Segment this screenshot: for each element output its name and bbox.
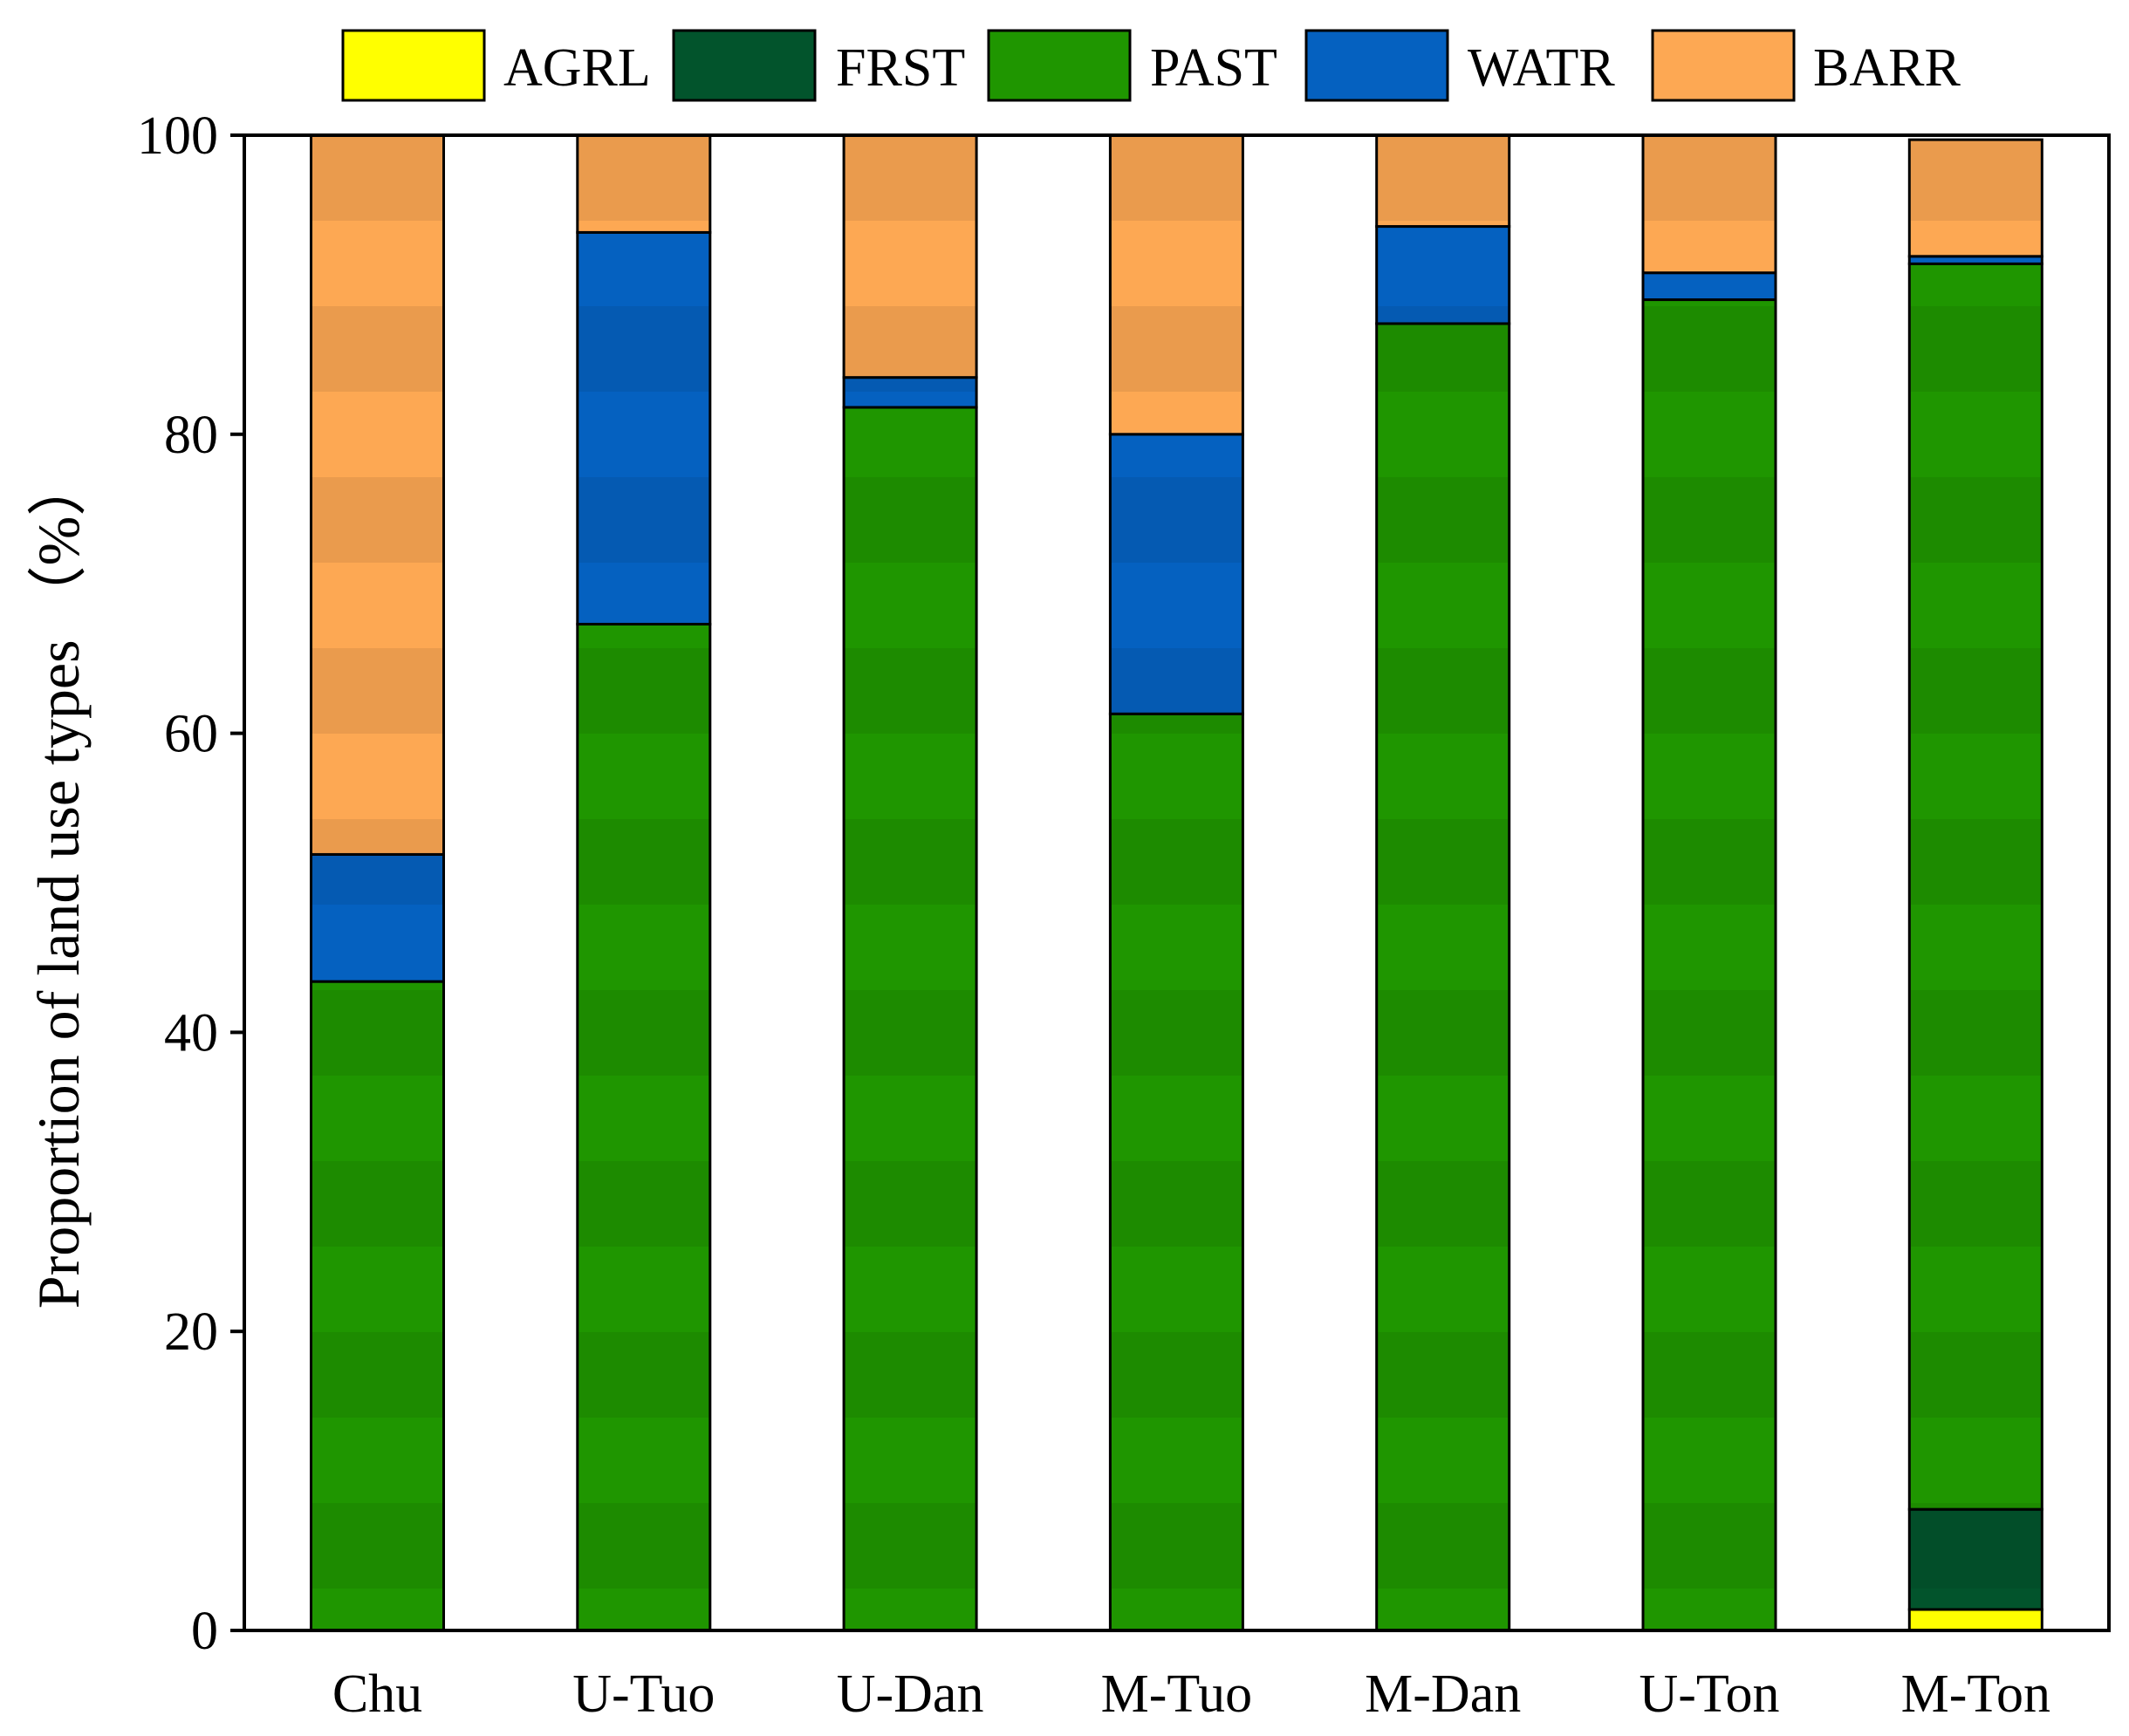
y-tick-label-80: 80: [164, 406, 218, 465]
x-tick-label-m-ton: M-Ton: [1901, 1664, 2050, 1724]
plot-frame: [243, 133, 2111, 1632]
legend: AGRL FRST PAST WATR BARR: [341, 29, 1961, 102]
legend-swatch-past: [987, 29, 1132, 102]
bar-banding-m-tuo: [1111, 136, 1242, 1630]
legend-swatch-agrl: [341, 29, 486, 102]
y-axis: 0 20 40 60 80 100: [137, 106, 244, 1661]
band-overlay: [312, 136, 2041, 1630]
x-tick-label-chu: Chu: [332, 1664, 422, 1724]
y-tick-label-60: 60: [164, 705, 218, 764]
legend-swatch-frst: [672, 29, 817, 102]
y-tick-label-40: 40: [164, 1003, 218, 1063]
y-axis-title: Proportion of land use types （%）: [25, 457, 92, 1309]
bar-banding-u-tuo: [578, 136, 709, 1630]
legend-label-watr: WATR: [1468, 38, 1615, 98]
x-tick-label-u-ton: U-Ton: [1640, 1664, 1780, 1724]
legend-label-frst: FRST: [836, 38, 965, 98]
y-tick-label-0: 0: [191, 1602, 218, 1661]
y-tick-label-20: 20: [164, 1302, 218, 1362]
legend-label-barr: BARR: [1813, 38, 1961, 98]
legend-swatch-watr: [1304, 29, 1449, 102]
legend-swatch-barr: [1651, 29, 1796, 102]
y-tick-label-100: 100: [137, 106, 218, 166]
x-tick-label-m-tuo: M-Tuo: [1101, 1664, 1252, 1724]
bar-banding-m-dan: [1378, 136, 1509, 1630]
bar-banding-u-ton: [1644, 136, 1775, 1630]
legend-label-agrl: AGRL: [503, 38, 651, 98]
x-tick-label-u-dan: U-Dan: [837, 1664, 984, 1724]
x-tick-label-u-tuo: U-Tuo: [572, 1664, 715, 1724]
bar-banding-m-ton: [1910, 140, 2041, 1630]
x-tick-label-m-dan: M-Dan: [1365, 1664, 1521, 1724]
bar-banding-chu: [312, 136, 442, 1630]
legend-label-past: PAST: [1150, 38, 1277, 98]
x-axis: Chu U-Tuo U-Dan M-Tuo M-Dan U-Ton M-Ton: [332, 1664, 2050, 1724]
bar-banding-u-dan: [845, 136, 976, 1630]
